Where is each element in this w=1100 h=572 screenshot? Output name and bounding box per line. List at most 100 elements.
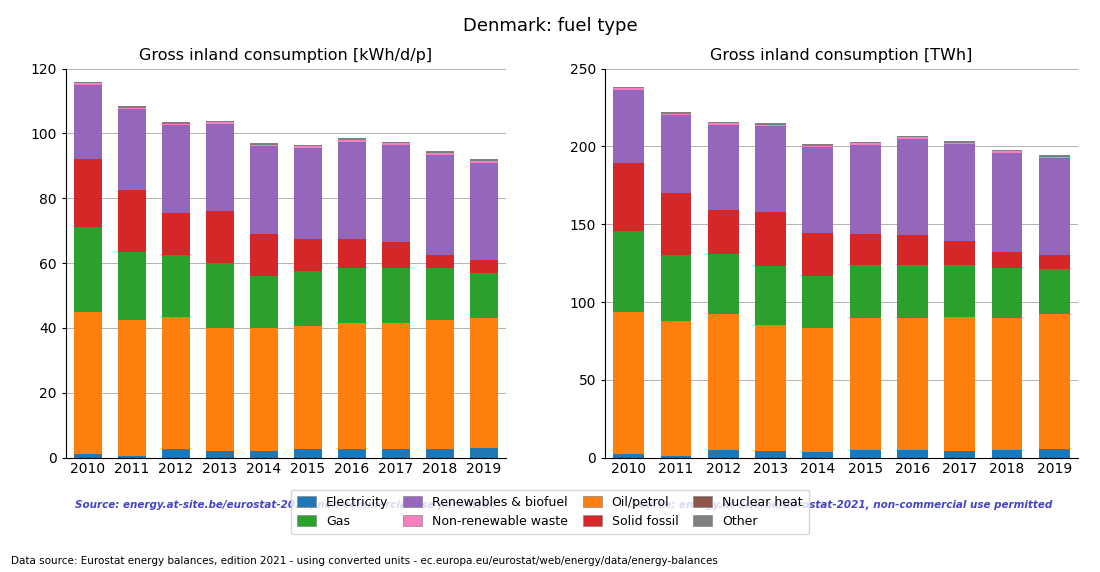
Bar <box>945 265 975 317</box>
Bar <box>382 323 410 450</box>
Bar <box>661 456 691 458</box>
Bar <box>945 144 975 241</box>
Bar <box>250 145 278 146</box>
Bar <box>756 125 785 126</box>
Bar <box>382 268 410 323</box>
Bar <box>661 112 691 114</box>
Bar <box>74 454 102 458</box>
Bar <box>470 161 498 162</box>
Bar <box>850 144 880 145</box>
Bar <box>74 228 102 312</box>
Bar <box>1040 155 1069 157</box>
Bar <box>1040 269 1069 313</box>
Bar <box>118 252 146 320</box>
Bar <box>1040 158 1069 255</box>
Bar <box>850 450 880 458</box>
Bar <box>294 239 322 271</box>
Bar <box>338 140 366 141</box>
Bar <box>614 86 644 88</box>
Bar <box>294 271 322 326</box>
Bar <box>74 82 102 83</box>
Title: Gross inland consumption [TWh]: Gross inland consumption [TWh] <box>711 48 972 63</box>
Bar <box>382 242 410 268</box>
Bar <box>803 147 833 233</box>
Bar <box>338 450 366 458</box>
Bar <box>898 317 927 450</box>
Bar <box>294 450 322 458</box>
Bar <box>803 233 833 276</box>
Bar <box>1040 313 1069 449</box>
Bar <box>118 456 146 458</box>
Bar <box>708 123 738 125</box>
Bar <box>898 136 927 137</box>
Text: Data source: Eurostat energy balances, edition 2021 - using converted units - ec: Data source: Eurostat energy balances, e… <box>11 557 718 566</box>
Bar <box>708 210 738 254</box>
Bar <box>426 268 454 320</box>
Text: Source: energy.at-site.be/eurostat-2021, non-commercial use permitted: Source: energy.at-site.be/eurostat-2021,… <box>631 500 1052 510</box>
Bar <box>945 142 975 144</box>
Bar <box>426 154 454 255</box>
Bar <box>850 145 880 233</box>
Legend: Electricity, Gas, Renewables & biofuel, Non-renewable waste, Oil/petrol, Solid f: Electricity, Gas, Renewables & biofuel, … <box>290 490 810 534</box>
Bar <box>250 276 278 328</box>
Bar <box>206 211 234 263</box>
Bar <box>1040 157 1069 158</box>
Bar <box>756 126 785 212</box>
Bar <box>945 241 975 265</box>
Bar <box>898 450 927 458</box>
Bar <box>708 125 738 210</box>
Bar <box>206 451 234 458</box>
Bar <box>338 323 366 450</box>
Bar <box>74 312 102 454</box>
Bar <box>382 145 410 242</box>
Bar <box>614 163 644 231</box>
Bar <box>206 124 234 211</box>
Bar <box>614 88 644 90</box>
Bar <box>338 268 366 323</box>
Bar <box>756 266 785 325</box>
Bar <box>338 141 366 239</box>
Bar <box>803 452 833 458</box>
Bar <box>1040 255 1069 269</box>
Bar <box>426 255 454 268</box>
Bar <box>294 145 322 146</box>
Bar <box>756 451 785 458</box>
Bar <box>162 450 190 458</box>
Bar <box>661 321 691 456</box>
Bar <box>162 316 190 450</box>
Bar <box>470 260 498 273</box>
Bar <box>850 265 880 317</box>
Bar <box>898 235 927 265</box>
Bar <box>426 320 454 450</box>
Bar <box>708 254 738 315</box>
Bar <box>294 326 322 450</box>
Bar <box>708 450 738 458</box>
Bar <box>945 451 975 458</box>
Bar <box>206 263 234 328</box>
Bar <box>992 149 1022 151</box>
Bar <box>945 317 975 451</box>
Bar <box>708 121 738 123</box>
Bar <box>426 153 454 154</box>
Bar <box>992 268 1022 317</box>
Bar <box>382 141 410 143</box>
Bar <box>1040 449 1069 458</box>
Bar <box>206 121 234 122</box>
Bar <box>338 138 366 140</box>
Bar <box>162 122 190 124</box>
Bar <box>338 239 366 268</box>
Bar <box>850 142 880 144</box>
Bar <box>250 451 278 458</box>
Bar <box>470 162 498 260</box>
Bar <box>803 144 833 146</box>
Bar <box>118 106 146 108</box>
Bar <box>614 312 644 454</box>
Bar <box>661 114 691 116</box>
Bar <box>945 141 975 142</box>
Bar <box>661 255 691 321</box>
Bar <box>661 116 691 193</box>
Bar <box>756 123 785 125</box>
Bar <box>382 450 410 458</box>
Bar <box>162 124 190 125</box>
Bar <box>803 328 833 452</box>
